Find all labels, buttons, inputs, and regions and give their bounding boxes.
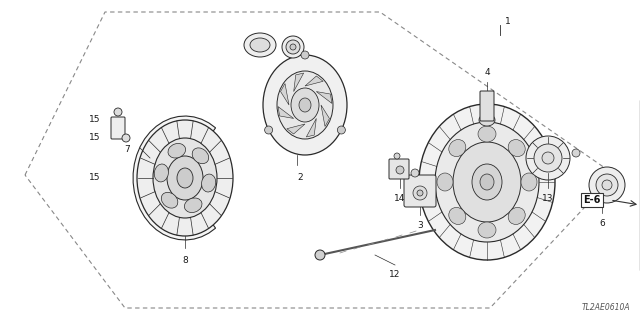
Text: 15: 15 (88, 116, 100, 124)
Circle shape (394, 153, 400, 159)
Ellipse shape (154, 164, 168, 182)
Ellipse shape (250, 38, 270, 52)
Ellipse shape (202, 174, 216, 192)
Ellipse shape (168, 143, 186, 158)
FancyBboxPatch shape (404, 175, 436, 207)
Polygon shape (305, 76, 323, 86)
Circle shape (114, 108, 122, 116)
Ellipse shape (589, 167, 625, 203)
Ellipse shape (301, 51, 309, 59)
Ellipse shape (478, 126, 496, 142)
Ellipse shape (508, 207, 525, 224)
Polygon shape (294, 73, 303, 92)
Polygon shape (287, 124, 305, 134)
Text: 6: 6 (599, 219, 605, 228)
Ellipse shape (337, 126, 346, 134)
Ellipse shape (161, 192, 178, 208)
Polygon shape (307, 118, 316, 137)
Ellipse shape (435, 122, 539, 242)
Ellipse shape (291, 88, 319, 122)
Ellipse shape (596, 174, 618, 196)
FancyBboxPatch shape (389, 159, 409, 179)
Text: 14: 14 (394, 194, 406, 203)
Ellipse shape (534, 144, 562, 172)
Circle shape (122, 134, 130, 142)
Text: 3: 3 (417, 221, 423, 230)
Ellipse shape (290, 44, 296, 50)
Circle shape (315, 250, 325, 260)
Text: TL2AE0610A: TL2AE0610A (581, 303, 630, 312)
Ellipse shape (192, 148, 209, 164)
Ellipse shape (167, 156, 203, 200)
Text: E-6: E-6 (583, 195, 601, 205)
Ellipse shape (419, 104, 555, 260)
Ellipse shape (177, 168, 193, 188)
FancyBboxPatch shape (111, 117, 125, 139)
Ellipse shape (453, 142, 521, 222)
Ellipse shape (263, 55, 347, 155)
Text: 8: 8 (182, 256, 188, 265)
Ellipse shape (244, 33, 276, 57)
Ellipse shape (417, 190, 423, 196)
Ellipse shape (299, 98, 311, 112)
Ellipse shape (153, 138, 217, 218)
Ellipse shape (184, 198, 202, 212)
Ellipse shape (413, 186, 427, 200)
Text: 13: 13 (542, 194, 554, 203)
Ellipse shape (472, 164, 502, 200)
Circle shape (572, 149, 580, 157)
Ellipse shape (277, 71, 333, 139)
Ellipse shape (526, 136, 570, 180)
Polygon shape (280, 84, 289, 105)
Polygon shape (278, 107, 294, 118)
Ellipse shape (480, 174, 494, 190)
Ellipse shape (282, 36, 304, 58)
Text: 2: 2 (297, 173, 303, 182)
Ellipse shape (479, 114, 495, 126)
Ellipse shape (602, 180, 612, 190)
Ellipse shape (542, 152, 554, 164)
Ellipse shape (437, 173, 453, 191)
Text: 15: 15 (88, 133, 100, 142)
Text: 1: 1 (505, 18, 511, 27)
Text: 7: 7 (124, 146, 130, 155)
Text: 15: 15 (88, 173, 100, 182)
Polygon shape (133, 116, 230, 240)
Ellipse shape (449, 140, 466, 156)
Polygon shape (321, 105, 330, 126)
Text: 12: 12 (389, 270, 401, 279)
Text: 4: 4 (484, 68, 490, 77)
Ellipse shape (286, 40, 300, 54)
Ellipse shape (521, 173, 537, 191)
FancyBboxPatch shape (480, 91, 494, 121)
Ellipse shape (264, 126, 273, 134)
Ellipse shape (478, 222, 496, 238)
Ellipse shape (449, 207, 466, 224)
Circle shape (411, 169, 419, 177)
Ellipse shape (396, 166, 404, 174)
Ellipse shape (508, 140, 525, 156)
Polygon shape (316, 92, 332, 103)
Ellipse shape (137, 120, 233, 236)
